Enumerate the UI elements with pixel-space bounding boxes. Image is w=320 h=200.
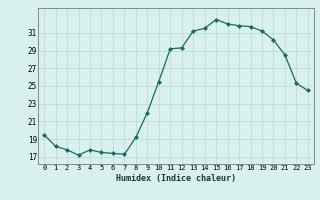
X-axis label: Humidex (Indice chaleur): Humidex (Indice chaleur) bbox=[116, 174, 236, 183]
